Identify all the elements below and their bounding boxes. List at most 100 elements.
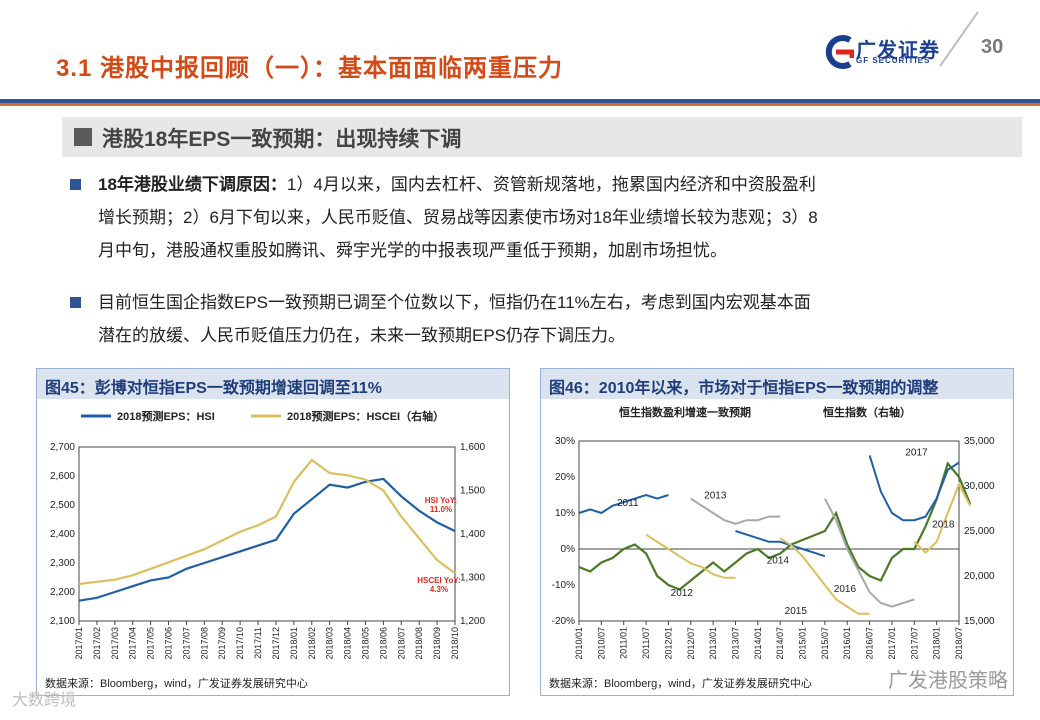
figure-45-source: 数据来源：Bloomberg，wind，广发证券发展研究中心 [45, 678, 308, 690]
year-label-2012: 2012 [671, 588, 694, 599]
bullet-1-line-3: 月中旬，港股通权重股如腾讯、舜宇光学的中报表现严重低于预期，加剧市场担忧。 [98, 241, 727, 260]
x-tick-label: 2017/02 [92, 627, 102, 660]
series-line-2016 [824, 498, 915, 608]
figure-45-title: 图45：彭博对恒指EPS一致预期增速回调至11% [45, 380, 382, 397]
x-tick-label: 2018/04 [343, 627, 353, 660]
x-tick-label: 2017/01 [74, 627, 84, 660]
y-left-tick-label: -20% [552, 616, 575, 627]
x-tick-label: 2018/01 [289, 627, 299, 660]
year-label-2011: 2011 [617, 498, 639, 509]
x-tick-label: 2017/09 [217, 627, 227, 660]
x-tick-label: 2018/07 [954, 627, 964, 660]
y-right-tick-label: 35,000 [964, 436, 995, 447]
x-tick-label: 2017/07 [909, 627, 919, 660]
x-tick-label: 2017/11 [253, 627, 263, 659]
y-left-tick-label: 2,500 [50, 500, 75, 511]
series-line-恒生指数 [578, 461, 972, 591]
annotation-hsi-yoy: HSI YoY: [425, 496, 457, 505]
y-left-tick-label: 30% [555, 436, 575, 447]
logo-text-en: GF SECURITIES [856, 56, 931, 65]
x-tick-label: 2017/07 [181, 627, 191, 660]
x-tick-label: 2015/07 [820, 627, 830, 660]
figure-46-chart: 恒生指数盈利增速一致预期 恒生指数（右轴） -20% -10% 0% 10% 20% 30% 1… [552, 405, 995, 660]
annotation-hscei-yoy-value: 4.3% [430, 585, 448, 594]
x-tick-label: 2014/07 [775, 627, 785, 660]
y-left-tick-label: 2,100 [50, 616, 75, 627]
figure-45: 图45：彭博对恒指EPS一致预期增速回调至11% 2018预测EPS：HSI 20… [36, 368, 510, 696]
y-left-tick-label: 20% [555, 472, 575, 483]
x-tick-label: 2012/07 [686, 627, 696, 660]
x-tick-label: 2013/01 [708, 627, 718, 660]
y-left-tick-label: 2,400 [50, 529, 75, 540]
year-label-2014: 2014 [767, 555, 790, 566]
x-tick-label: 2017/04 [128, 627, 138, 660]
watermark-corner-text: 大数跨境 [12, 692, 77, 709]
x-tick-label: 2017/05 [146, 627, 156, 660]
plot-frame [578, 440, 960, 622]
watermark-text: 广发港股策略 [888, 670, 1008, 692]
series-line-2015 [779, 537, 870, 615]
section-bar: 港股18年EPS一致预期：出现持续下调 [62, 117, 1022, 157]
x-tick-label: 2012/01 [663, 627, 673, 660]
x-tick-label: 2018/07 [396, 627, 406, 660]
y-right-tick-label: 1,600 [460, 442, 485, 453]
header-rule-orange [0, 103, 1040, 106]
x-tick-label: 2013/07 [730, 627, 740, 660]
bullet-2-line-2: 潜在的放缓、人民币贬值压力仍在，未来一致预期EPS仍存下调压力。 [98, 326, 626, 345]
x-tick-label: 2018/08 [414, 627, 424, 660]
y-left-tick-label: 2,300 [50, 558, 75, 569]
series-line-2013 [690, 497, 781, 525]
legend-hscei-label: 2018预测EPS：HSCEI（右轴） [287, 409, 444, 423]
y-right-tick-label: 1,500 [460, 486, 485, 497]
bullet-1-bold: 18年港股业绩下调原因： [98, 175, 287, 194]
year-label-2018: 2018 [932, 519, 955, 530]
bullet-square-icon [70, 179, 81, 190]
plot-frame [78, 446, 456, 622]
x-tick-label: 2011/07 [641, 627, 651, 659]
figure-46-title: 图46：2010年以来，市场对于恒指EPS一致预期的调整 [549, 380, 939, 397]
x-tick-label: 2017/01 [887, 627, 897, 660]
x-tick-label: 2017/12 [271, 627, 281, 660]
x-tick-label: 2015/01 [798, 627, 808, 660]
legend-growth-label: 恒生指数盈利增速一致预期 [619, 405, 751, 419]
x-tick-label: 2018/05 [360, 627, 370, 660]
logo-text-cn: 广发证券 [856, 40, 940, 62]
x-tick-label: 2014/01 [753, 627, 763, 660]
series-line-2011 [578, 493, 669, 515]
bullet-1-line-2: 增长预期；2）6月下旬以来，人民币贬值、贸易战等因素使市场对18年业绩增长较为悲… [98, 208, 818, 227]
x-tick-label: 2010/01 [574, 627, 584, 660]
logo-mark-icon [825, 35, 854, 69]
figure-45-chart: 2018预测EPS：HSI 2018预测EPS：HSCEI（右轴） 2,100 2,2… [50, 409, 485, 660]
legend-hsi-label: 2018预测EPS：HSI [117, 409, 215, 423]
section-title: 港股18年EPS一致预期：出现持续下调 [102, 128, 462, 151]
bullet-1-line-1: 1）4月以来，国内去杠杆、资管新规落地，拖累国内经济和中资股盈利 [286, 175, 816, 194]
bullet-2-line-1: 目前恒生国企指数EPS一致预期已调至个位数以下，恒指仍在11%左右，考虑到国内宏… [98, 293, 811, 312]
y-left-tick-label: 0% [561, 544, 576, 555]
y-right-tick-label: 1,400 [460, 529, 485, 540]
x-tick-label: 2018/03 [325, 627, 335, 660]
year-label-2015: 2015 [785, 606, 808, 617]
bullet-paragraph-2: 目前恒生国企指数EPS一致预期已调至个位数以下，恒指仍在11%左右，考虑到国内宏… [98, 286, 1018, 352]
x-tick-label: 2018/10 [450, 627, 460, 660]
year-label-2017: 2017 [905, 447, 928, 458]
y-left-tick-label: -10% [552, 580, 575, 591]
series-line-2017 [868, 455, 960, 522]
year-label-2013: 2013 [704, 491, 727, 502]
x-tick-label: 2017/10 [235, 627, 245, 660]
year-label-2016: 2016 [834, 584, 857, 595]
x-tick-label: 2018/09 [432, 627, 442, 660]
page-title: 3.1 港股中报回顾（一）：基本面面临两重压力 [56, 55, 564, 82]
figure-46: 图46：2010年以来，市场对于恒指EPS一致预期的调整 恒生指数盈利增速一致预… [540, 368, 1014, 696]
y-left-tick-label: 2,600 [50, 471, 75, 482]
y-right-tick-label: 30,000 [964, 481, 995, 492]
y-left-tick-label: 2,700 [50, 442, 75, 453]
y-left-tick-label: 10% [555, 508, 575, 519]
legend-index-label: 恒生指数（右轴） [823, 405, 911, 419]
x-tick-label: 2018/02 [307, 627, 317, 660]
bullet-paragraph-1: 18年港股业绩下调原因：1）4月以来，国内去杠杆、资管新规落地，拖累国内经济和中… [98, 168, 1018, 267]
series-line-2014 [735, 530, 826, 558]
x-tick-label: 2016/01 [842, 627, 852, 660]
y-right-tick-label: 20,000 [964, 571, 995, 582]
x-tick-label: 2018/01 [932, 627, 942, 660]
series-line-hscei [78, 458, 456, 586]
